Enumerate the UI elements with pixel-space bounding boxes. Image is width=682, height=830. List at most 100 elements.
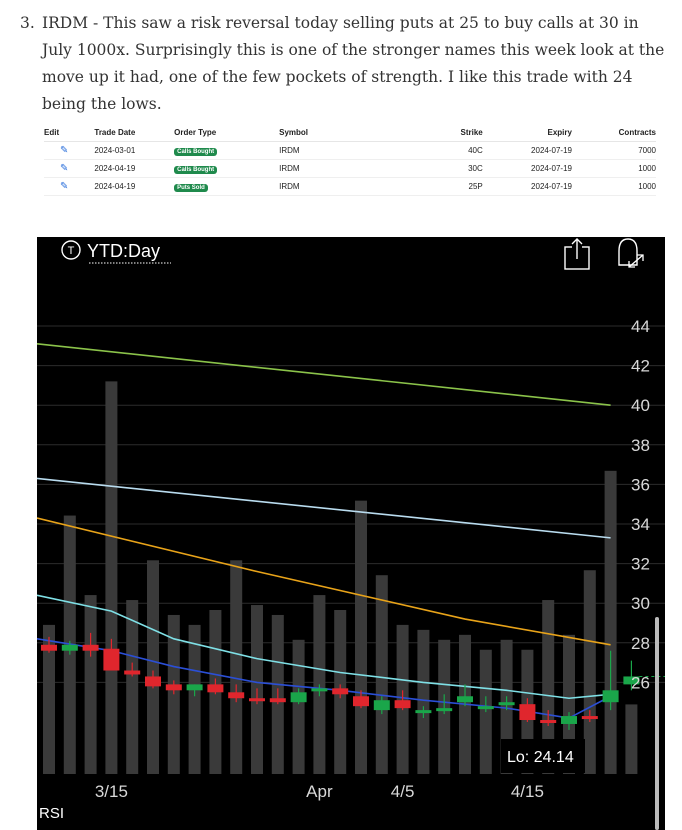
trade-date-cell: 2024-04-19 xyxy=(94,159,175,178)
header-symbol: Symbol xyxy=(279,124,408,142)
ma-lightblue-line xyxy=(37,477,611,539)
volume-bar xyxy=(188,624,201,774)
timeframe-logo-icon xyxy=(61,240,81,260)
candle-body xyxy=(61,644,78,651)
list-number: 3. xyxy=(20,14,35,32)
candle-body xyxy=(581,716,598,720)
order-type-badge: Puts Sold xyxy=(174,183,208,192)
y-tick-label: 44 xyxy=(631,317,650,336)
volume-bar xyxy=(583,570,596,774)
y-tick-label: 38 xyxy=(631,436,650,455)
trade-date-cell: 2024-03-01 xyxy=(94,141,175,160)
y-tick-label: 26 xyxy=(631,673,650,692)
ma-orange-line xyxy=(37,517,611,646)
candle-body xyxy=(540,720,557,724)
volume-bar xyxy=(126,600,139,774)
timeframe-logo-letter: T xyxy=(68,245,75,257)
header-trade-date: Trade Date xyxy=(94,124,175,142)
header-edit: Edit xyxy=(44,124,95,142)
trade-date-cell: 2024-04-19 xyxy=(94,177,175,196)
volume-bar xyxy=(625,704,638,774)
volume-bar xyxy=(230,560,243,774)
candle-body xyxy=(498,702,515,706)
table-row: ✎ 2024-03-01 Calls Bought IRDM 40C 2024-… xyxy=(44,141,656,160)
strike-cell: 40C xyxy=(407,141,483,160)
header-contracts: Contracts xyxy=(571,124,656,142)
expiry-cell: 2024-07-19 xyxy=(482,159,572,178)
table-row: ✎ 2024-04-19 Puts Sold IRDM 25P 2024-07-… xyxy=(44,177,656,196)
y-tick-label: 28 xyxy=(631,634,650,653)
table-row: ✎ 2024-04-19 Calls Bought IRDM 30C 2024-… xyxy=(44,159,656,178)
volume-bar xyxy=(147,560,159,774)
expand-icon[interactable] xyxy=(628,254,644,268)
y-tick-label: 36 xyxy=(631,475,650,494)
low-label-box xyxy=(501,739,585,773)
candle-body xyxy=(373,700,390,711)
pencil-icon[interactable]: ✎ xyxy=(60,181,69,192)
volume-bar xyxy=(375,575,388,774)
x-tick-label: 4/5 xyxy=(391,782,415,801)
paragraph-text: IRDM - This saw a risk reversal today se… xyxy=(42,14,665,113)
candle-body xyxy=(602,690,619,703)
header-strike: Strike xyxy=(407,124,483,142)
pencil-icon[interactable]: ✎ xyxy=(60,163,69,174)
order-type-badge: Calls Bought xyxy=(174,147,218,156)
y-tick-label: 32 xyxy=(631,555,650,574)
expiry-cell: 2024-07-19 xyxy=(482,177,572,196)
stock-chart[interactable]: T YTD:Day 44 42 40 38 36 34 32 30 28 26 3/15 Apr 4/… xyxy=(37,237,665,830)
candle-body xyxy=(249,698,265,702)
contracts-cell: 7000 xyxy=(571,141,656,160)
y-tick-label: 40 xyxy=(631,396,650,415)
candle-body xyxy=(436,708,453,712)
volume-bar xyxy=(417,629,430,774)
candle-body xyxy=(623,676,640,685)
candle-body xyxy=(394,700,411,709)
x-tick-label: Apr xyxy=(306,782,333,801)
candle-body xyxy=(186,684,203,691)
volume-bar xyxy=(43,624,55,774)
volume-bar xyxy=(105,381,118,774)
candle-body xyxy=(353,696,369,707)
table-header-row: Edit Trade Date Order Type Symbol Strike… xyxy=(44,124,656,142)
timeframe-label[interactable]: YTD:Day xyxy=(87,241,160,261)
candle-body xyxy=(103,648,120,671)
chart-gridlines xyxy=(37,325,665,683)
strike-cell: 25P xyxy=(407,177,483,196)
pencil-icon[interactable]: ✎ xyxy=(60,145,69,156)
ma-green-line xyxy=(37,343,611,406)
trades-table: Edit Trade Date Order Type Symbol Strike… xyxy=(44,124,656,196)
expiry-cell: 2024-07-19 xyxy=(482,141,572,160)
ma-cyan-line xyxy=(37,594,611,700)
symbol-cell: IRDM xyxy=(279,141,408,160)
volume-bar xyxy=(292,639,305,774)
contracts-cell: 1000 xyxy=(571,177,656,196)
candle-body xyxy=(477,706,494,710)
candle-body xyxy=(290,692,307,703)
volume-bar xyxy=(542,600,555,774)
candle-body xyxy=(311,688,328,692)
y-axis-labels: 44 42 40 38 36 34 32 30 28 26 xyxy=(631,317,650,692)
volume-bar xyxy=(604,470,617,774)
x-axis-labels: 3/15 Apr 4/5 4/15 xyxy=(95,782,544,801)
candle-body xyxy=(207,684,224,693)
candle-body xyxy=(41,644,57,651)
volume-bar xyxy=(84,595,97,774)
alert-bell-icon[interactable] xyxy=(618,238,638,266)
symbol-cell: IRDM xyxy=(279,177,408,196)
x-tick-label: 4/15 xyxy=(511,782,544,801)
order-type-badge: Calls Bought xyxy=(174,165,218,174)
y-tick-label: 30 xyxy=(631,594,650,613)
candle-body xyxy=(415,710,432,714)
share-icon[interactable] xyxy=(564,238,590,270)
candle-body xyxy=(124,670,141,675)
rsi-indicator-label[interactable]: RSI xyxy=(39,805,64,822)
candlesticks xyxy=(41,632,665,730)
candle-body xyxy=(145,676,161,687)
volume-bar xyxy=(355,500,367,774)
chart-canvas: T YTD:Day 44 42 40 38 36 34 32 30 28 26 3/15 Apr 4/… xyxy=(37,238,665,830)
candle-body xyxy=(269,698,286,703)
header-order-type: Order Type xyxy=(174,124,280,142)
chart-scrollbar[interactable] xyxy=(655,617,659,830)
y-tick-label: 34 xyxy=(631,515,650,534)
candle-body xyxy=(228,692,245,699)
